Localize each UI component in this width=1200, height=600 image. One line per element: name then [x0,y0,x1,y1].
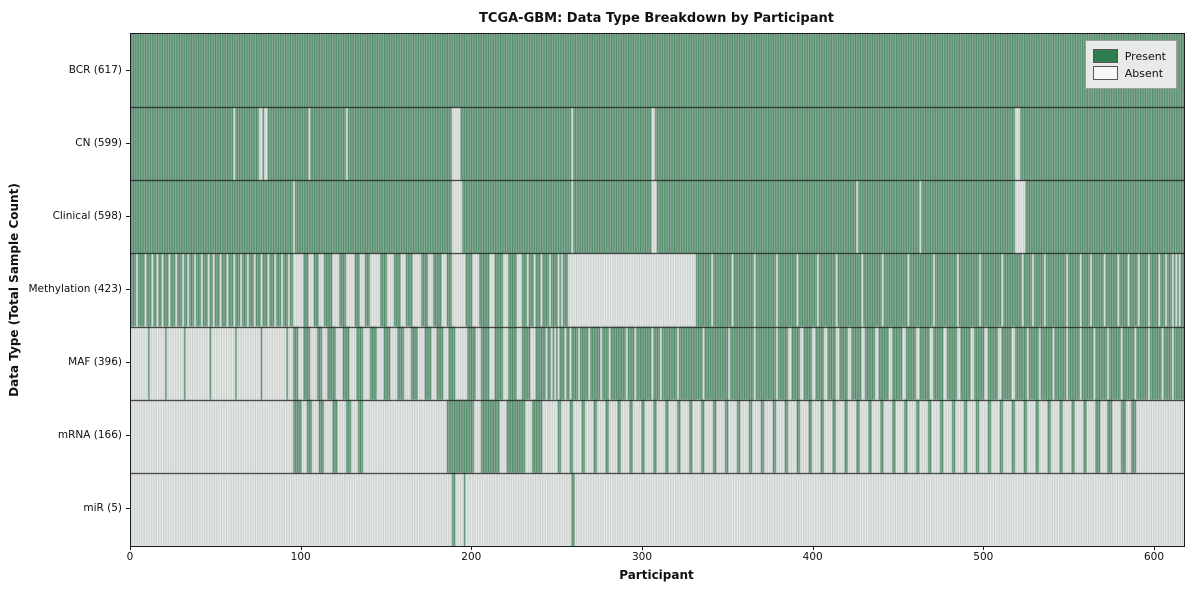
x-tick-label: 400 [802,551,823,563]
y-tick-label: MAF (396) [68,356,122,369]
x-tick-mark [983,546,985,550]
legend-swatch [1092,49,1118,63]
chart-title: TCGA-GBM: Data Type Breakdown by Partici… [479,11,834,26]
x-tick-mark [641,546,643,550]
y-tick-label: Methylation (423) [28,283,122,295]
legend-label: Absent [1124,66,1164,80]
legend-item: Absent [1092,66,1166,80]
x-axis-label: Participant [619,568,694,582]
x-tick-mark [1153,546,1155,550]
legend-label: Present [1124,49,1166,63]
heatmap-canvas [131,34,1184,546]
x-tick-mark [812,546,814,550]
y-tick-mark [126,69,130,71]
y-tick-mark [126,215,130,217]
y-tick-label: mRNA (166) [57,429,122,442]
y-tick-mark [126,435,130,437]
plot-area: Present Absent [130,33,1185,547]
x-tick-label: 600 [1143,551,1165,563]
y-tick-label: CN (599) [75,136,122,149]
legend-swatch [1092,66,1118,80]
x-tick-label: 0 [126,551,134,563]
x-tick-mark [471,546,473,550]
x-tick-mark [300,546,302,550]
x-tick-label: 500 [973,551,994,563]
y-tick-label: miR (5) [83,502,122,515]
y-tick-label: Clinical (598) [52,209,122,222]
x-tick-mark [130,546,131,550]
y-tick-mark [126,289,130,290]
y-tick-mark [126,142,130,144]
y-tick-mark [126,362,130,364]
y-tick-label: BCR (617) [68,63,122,76]
x-tick-label: 200 [461,551,482,563]
legend-item: Present [1092,49,1166,63]
y-tick-mark [126,508,130,510]
x-tick-label: 300 [631,551,653,563]
legend: Present Absent [1084,40,1177,89]
x-tick-label: 100 [290,551,311,563]
